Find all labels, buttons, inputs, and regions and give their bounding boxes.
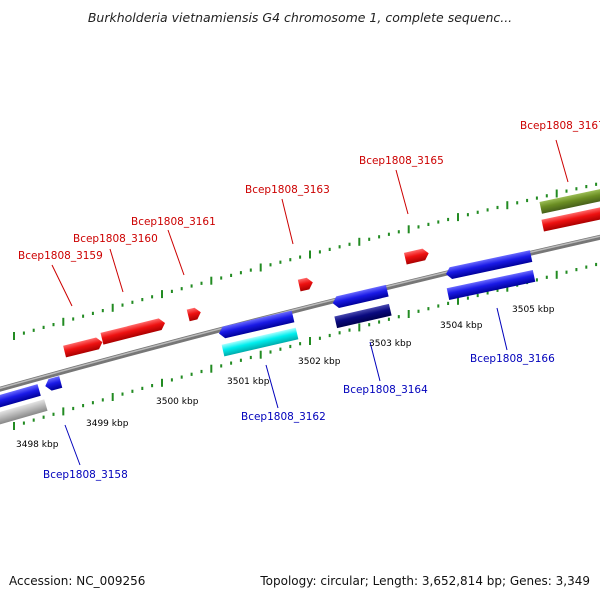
cds-arrow-bcep1808-3166[interactable] bbox=[445, 250, 533, 280]
gene-label-bcep1808-3160[interactable]: Bcep1808_3160 bbox=[73, 233, 158, 245]
gene-label-bcep1808-3161[interactable]: Bcep1808_3161 bbox=[131, 216, 216, 228]
map-title: Burkholderia vietnamiensis G4 chromosome… bbox=[87, 10, 513, 25]
cds-arrow-reverse-dark[interactable] bbox=[334, 303, 392, 329]
callout-line-bcep1808-3161 bbox=[167, 229, 185, 276]
inner-tick-track bbox=[13, 262, 598, 430]
callout-line-bcep1808-3166 bbox=[496, 307, 508, 351]
cds-arrow-bcep1808-3165[interactable] bbox=[403, 247, 430, 265]
gene-label-bcep1808-3164[interactable]: Bcep1808_3164 bbox=[343, 384, 428, 396]
cds-arrow-bcep1808-3163[interactable] bbox=[297, 277, 314, 292]
callout-line-bcep1808-3163 bbox=[281, 198, 294, 245]
gene-label-bcep1808-3162[interactable]: Bcep1808_3162 bbox=[241, 411, 326, 423]
tick-label-3498-kbp: 3498 kbp bbox=[16, 440, 59, 450]
cds-arrow-bcep1808-3160[interactable] bbox=[100, 317, 166, 345]
cds-arrow-reverse-blue-2[interactable] bbox=[446, 269, 536, 301]
feature-cyan[interactable] bbox=[221, 327, 299, 357]
tick-label-3500-kbp: 3500 kbp bbox=[156, 397, 199, 407]
outer-tick-track bbox=[13, 182, 598, 340]
callout-line-bcep1808-3165 bbox=[395, 169, 409, 215]
gene-label-bcep1808-3165[interactable]: Bcep1808_3165 bbox=[359, 155, 444, 167]
accession-label: Accession: NC_009256 bbox=[9, 574, 146, 588]
cds-arrow-bcep1808-3159[interactable] bbox=[63, 336, 104, 358]
gene-label-bcep1808-3166[interactable]: Bcep1808_3166 bbox=[470, 353, 555, 365]
feature-olive[interactable] bbox=[539, 186, 600, 214]
tick-label-3502-kbp: 3502 kbp bbox=[298, 357, 341, 367]
cds-arrow-bcep1808-3162[interactable] bbox=[218, 310, 295, 340]
gene-label-bcep1808-3158[interactable]: Bcep1808_3158 bbox=[43, 469, 128, 481]
callout-line-bcep1808-3162 bbox=[265, 364, 279, 409]
callout-lines bbox=[51, 139, 569, 466]
gene-label-bcep1808-3163[interactable]: Bcep1808_3163 bbox=[245, 184, 330, 196]
cds-arrow-bcep1808-3161[interactable] bbox=[186, 306, 203, 322]
cds-arrow-bcep1808-3164[interactable] bbox=[331, 284, 389, 309]
tick-label-3501-kbp: 3501 kbp bbox=[227, 377, 270, 387]
tick-label-3503-kbp: 3503 kbp bbox=[369, 339, 412, 349]
callout-line-bcep1808-3158 bbox=[64, 424, 81, 466]
callout-line-bcep1808-3164 bbox=[369, 341, 381, 382]
callout-line-bcep1808-3159 bbox=[51, 264, 73, 307]
callout-line-bcep1808-3167 bbox=[555, 139, 569, 183]
callout-line-bcep1808-3160 bbox=[109, 248, 124, 293]
topology-summary: Topology: circular; Length: 3,652,814 bp… bbox=[260, 574, 590, 588]
cds-arrow-small-reverse[interactable] bbox=[44, 376, 63, 392]
gene-label-bcep1808-3159[interactable]: Bcep1808_3159 bbox=[18, 250, 103, 262]
cds-arrow-bcep1808-3167[interactable] bbox=[541, 204, 600, 232]
tick-label-3499-kbp: 3499 kbp bbox=[86, 419, 129, 429]
feature-gray[interactable] bbox=[0, 399, 48, 428]
tick-label-3504-kbp: 3504 kbp bbox=[440, 321, 483, 331]
gene-label-bcep1808-3167[interactable]: Bcep1808_3167 bbox=[520, 120, 600, 132]
tick-dot-tracks bbox=[13, 182, 598, 430]
tick-label-3505-kbp: 3505 kbp bbox=[512, 305, 555, 315]
cds-arrow-bcep1808-3158[interactable] bbox=[0, 384, 41, 411]
